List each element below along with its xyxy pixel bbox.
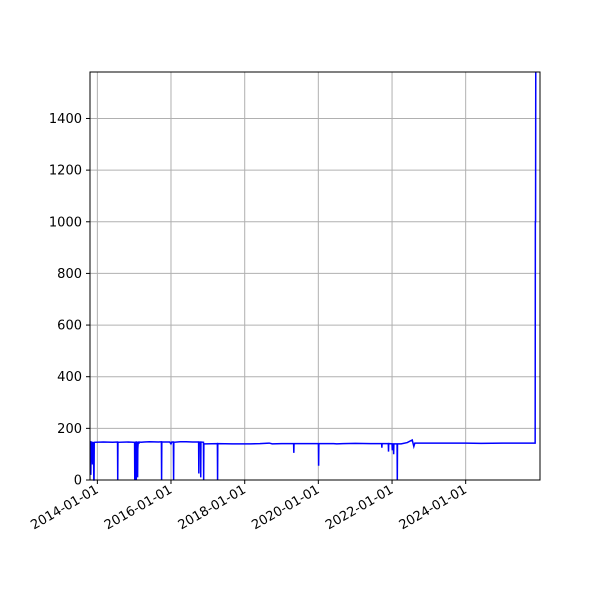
- series-line: [89, 71, 537, 481]
- series-layer: [89, 71, 537, 481]
- grid: [90, 72, 540, 481]
- y-tick-label: 600: [57, 319, 82, 334]
- y-tick-label: 200: [57, 422, 82, 437]
- y-tick-label: 400: [57, 370, 82, 385]
- y-tick-label: 1200: [49, 164, 82, 179]
- y-tick-label: 1000: [49, 215, 82, 230]
- y-tick-label: 800: [57, 267, 82, 282]
- y-tick-label: 1400: [49, 112, 82, 127]
- axes-frame: [89, 71, 541, 481]
- y-axis: 0 200 400 600 800 1000 1200 1400: [49, 112, 90, 489]
- y-tick-label: 0: [74, 474, 82, 489]
